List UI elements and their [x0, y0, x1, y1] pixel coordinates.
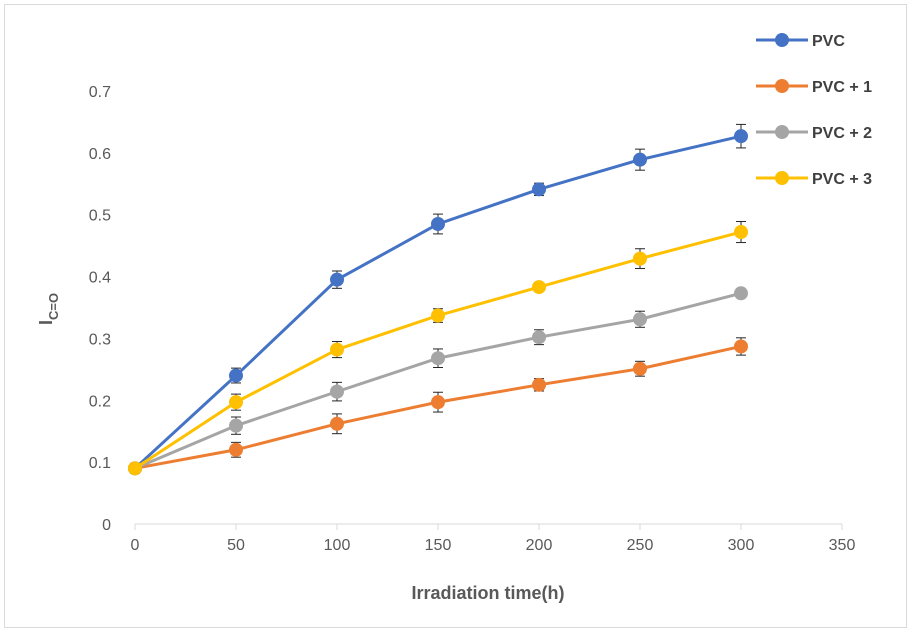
- y-tick-label: 0.7: [89, 84, 111, 101]
- svg-text:IC=O: IC=O: [36, 293, 61, 325]
- legend-swatch-marker: [775, 171, 789, 185]
- data-point: [633, 361, 647, 376]
- data-point: [532, 280, 546, 295]
- data-point: [734, 129, 748, 144]
- y-tick-label: 0: [102, 517, 111, 534]
- data-point: [229, 442, 243, 457]
- series-layer: [128, 123, 748, 476]
- x-tick-label: 300: [728, 537, 755, 554]
- y-axis-title-main: I: [36, 320, 56, 325]
- data-point: [229, 418, 243, 433]
- y-tick-label: 0.2: [89, 393, 111, 410]
- data-point: [330, 384, 344, 399]
- data-point: [633, 152, 647, 167]
- y-axis-title-subscript: C=O: [46, 293, 61, 320]
- x-tick-label: 0: [131, 537, 140, 554]
- y-tick-label: 0.5: [89, 208, 111, 225]
- data-point: [431, 351, 445, 366]
- data-point: [229, 395, 243, 410]
- legend-label: PVC + 1: [812, 79, 872, 96]
- legend-item: PVC + 2: [756, 125, 872, 142]
- data-point: [532, 377, 546, 392]
- data-point: [734, 286, 748, 301]
- legend-label: PVC: [812, 33, 845, 50]
- data-point: [633, 312, 647, 327]
- data-point: [734, 339, 748, 354]
- x-axis-ticks: 0 50 100 150 200 250 300 350: [131, 524, 856, 554]
- y-axis-title: IC=O: [36, 293, 61, 325]
- data-point: [330, 416, 344, 431]
- legend-item: PVC + 1: [756, 79, 872, 96]
- legend: PVC PVC + 1 PVC + 2 PVC + 3: [756, 33, 872, 188]
- data-point: [431, 216, 445, 231]
- data-point: [330, 342, 344, 357]
- legend-label: PVC + 3: [812, 171, 872, 188]
- y-tick-label: 0.6: [89, 146, 111, 163]
- series-1: [128, 123, 748, 476]
- x-tick-label: 50: [227, 537, 245, 554]
- y-tick-label: 0.1: [89, 455, 111, 472]
- y-axis-ticks: 0 0.1 0.2 0.3 0.4 0.5 0.6 0.7: [89, 84, 111, 534]
- x-tick-label: 100: [324, 537, 351, 554]
- legend-swatch-marker: [775, 33, 789, 47]
- data-point: [633, 251, 647, 266]
- data-point: [229, 368, 243, 383]
- series-4: [128, 221, 748, 476]
- data-point: [734, 225, 748, 240]
- y-tick-label: 0.4: [89, 270, 111, 287]
- data-point: [532, 182, 546, 197]
- x-tick-label: 200: [526, 537, 553, 554]
- data-point: [431, 308, 445, 323]
- data-point: [532, 330, 546, 345]
- series-line: [133, 134, 742, 470]
- legend-item: PVC + 3: [756, 171, 872, 188]
- legend-swatch-marker: [775, 79, 789, 93]
- legend-item: PVC: [756, 33, 845, 50]
- data-point: [330, 272, 344, 287]
- legend-label: PVC + 2: [812, 125, 872, 142]
- x-tick-label: 150: [425, 537, 452, 554]
- x-axis-title: Irradiation time(h): [411, 583, 564, 603]
- x-tick-label: 350: [829, 537, 856, 554]
- legend-swatch-marker: [775, 125, 789, 139]
- y-tick-label: 0.3: [89, 331, 111, 348]
- x-tick-label: 250: [627, 537, 654, 554]
- data-point: [431, 395, 445, 410]
- data-point: [128, 461, 142, 476]
